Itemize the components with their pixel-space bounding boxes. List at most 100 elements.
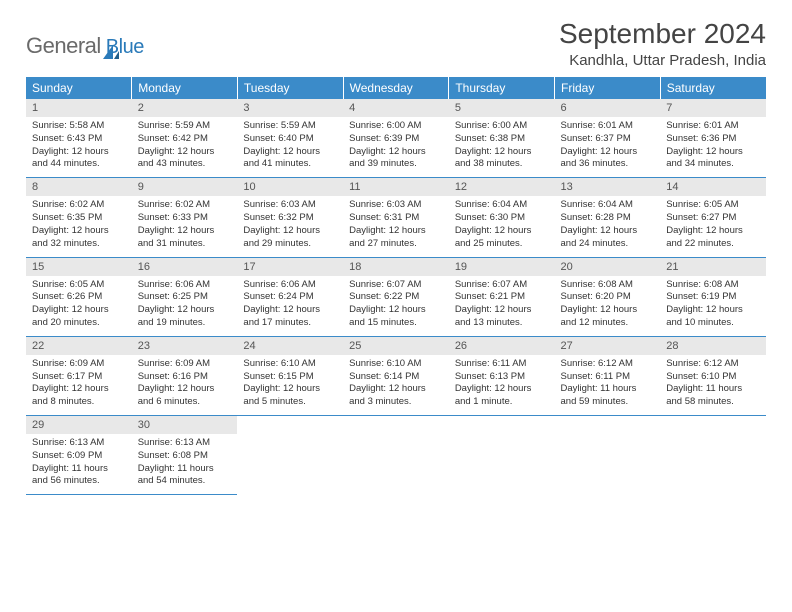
day-content: Sunrise: 6:04 AMSunset: 6:30 PMDaylight:… — [449, 196, 555, 256]
day-content: Sunrise: 6:01 AMSunset: 6:37 PMDaylight:… — [555, 117, 661, 177]
sunrise-line: Sunrise: 6:07 AM — [455, 279, 549, 292]
day-number: 3 — [237, 99, 343, 117]
day-number: 13 — [555, 178, 661, 196]
sunrise-line: Sunrise: 5:58 AM — [32, 120, 126, 133]
sunset-line: Sunset: 6:31 PM — [349, 212, 443, 225]
weekday-header: Friday — [555, 77, 661, 99]
day-number: 12 — [449, 178, 555, 196]
calendar-cell — [449, 416, 555, 495]
calendar-cell: 19Sunrise: 6:07 AMSunset: 6:21 PMDayligh… — [449, 257, 555, 336]
day-number: 19 — [449, 258, 555, 276]
calendar-row: 8Sunrise: 6:02 AMSunset: 6:35 PMDaylight… — [26, 178, 766, 257]
day-content: Sunrise: 5:59 AMSunset: 6:42 PMDaylight:… — [132, 117, 238, 177]
sunset-line: Sunset: 6:10 PM — [666, 371, 760, 384]
day-content: Sunrise: 6:09 AMSunset: 6:17 PMDaylight:… — [26, 355, 132, 415]
calendar-cell: 30 Sunrise: 6:13 AMSunset: 6:08 PMDayligh… — [132, 416, 238, 495]
calendar-cell: 5Sunrise: 6:00 AMSunset: 6:38 PMDaylight… — [449, 99, 555, 178]
day-content: Sunrise: 6:02 AMSunset: 6:33 PMDaylight:… — [132, 196, 238, 256]
calendar-cell: 29Sunrise: 6:13 AMSunset: 6:09 PMDayligh… — [26, 416, 132, 495]
daylight-line: Daylight: 12 hours and 19 minutes. — [138, 304, 232, 330]
day-number: 15 — [26, 258, 132, 276]
sunrise-line: Sunrise: 6:07 AM — [349, 279, 443, 292]
day-number: 2 — [132, 99, 238, 117]
calendar-cell: 14Sunrise: 6:05 AMSunset: 6:27 PMDayligh… — [660, 178, 766, 257]
sunrise-line: Sunrise: 6:02 AM — [138, 199, 232, 212]
calendar-cell: 21Sunrise: 6:08 AMSunset: 6:19 PMDayligh… — [660, 257, 766, 336]
sunset-line: Sunset: 6:19 PM — [666, 291, 760, 304]
day-number: 25 — [343, 337, 449, 355]
sunset-line: Sunset: 6:40 PM — [243, 133, 337, 146]
day-number: 8 — [26, 178, 132, 196]
sunset-line: Sunset: 6:20 PM — [561, 291, 655, 304]
daylight-line: Daylight: 12 hours and 38 minutes. — [455, 146, 549, 172]
day-content: Sunrise: 6:08 AMSunset: 6:19 PMDaylight:… — [660, 276, 766, 336]
daylight-line: Daylight: 12 hours and 20 minutes. — [32, 304, 126, 330]
calendar-cell — [237, 416, 343, 495]
day-content: Sunrise: 6:12 AMSunset: 6:10 PMDaylight:… — [660, 355, 766, 415]
day-number: 30 — [132, 416, 238, 434]
daylight-line: Daylight: 12 hours and 15 minutes. — [349, 304, 443, 330]
day-content: Sunrise: 6:02 AMSunset: 6:35 PMDaylight:… — [26, 196, 132, 256]
day-number: 7 — [660, 99, 766, 117]
sunrise-line: Sunrise: 6:13 AM — [32, 437, 126, 450]
header: General Blue September 2024 Kandhla, Utt… — [26, 18, 766, 69]
sunset-line: Sunset: 6:37 PM — [561, 133, 655, 146]
day-content: Sunrise: 6:00 AMSunset: 6:38 PMDaylight:… — [449, 117, 555, 177]
calendar-row: 15Sunrise: 6:05 AMSunset: 6:26 PMDayligh… — [26, 257, 766, 336]
sunset-line: Sunset: 6:28 PM — [561, 212, 655, 225]
daylight-line: Daylight: 12 hours and 27 minutes. — [349, 225, 443, 251]
sunset-line: Sunset: 6:38 PM — [455, 133, 549, 146]
day-content: Sunrise: 6:08 AMSunset: 6:20 PMDaylight:… — [555, 276, 661, 336]
sunrise-line: Sunrise: 6:12 AM — [666, 358, 760, 371]
calendar-cell: 28Sunrise: 6:12 AMSunset: 6:10 PMDayligh… — [660, 336, 766, 415]
calendar-cell: 26Sunrise: 6:11 AMSunset: 6:13 PMDayligh… — [449, 336, 555, 415]
day-number: 9 — [132, 178, 238, 196]
sunrise-line: Sunrise: 6:12 AM — [561, 358, 655, 371]
day-content: Sunrise: 6:01 AMSunset: 6:36 PMDaylight:… — [660, 117, 766, 177]
day-number: 16 — [132, 258, 238, 276]
sunset-line: Sunset: 6:27 PM — [666, 212, 760, 225]
daylight-line: Daylight: 11 hours and 54 minutes. — [138, 463, 232, 489]
calendar-cell: 18Sunrise: 6:07 AMSunset: 6:22 PMDayligh… — [343, 257, 449, 336]
sunrise-line: Sunrise: 6:13 AM — [138, 437, 232, 450]
logo-word1: General — [26, 33, 101, 59]
title-block: September 2024 Kandhla, Uttar Pradesh, I… — [559, 18, 766, 69]
calendar-table: Sunday Monday Tuesday Wednesday Thursday… — [26, 77, 766, 495]
day-content: Sunrise: 6:00 AMSunset: 6:39 PMDaylight:… — [343, 117, 449, 177]
calendar-cell: 24Sunrise: 6:10 AMSunset: 6:15 PMDayligh… — [237, 336, 343, 415]
sunset-line: Sunset: 6:32 PM — [243, 212, 337, 225]
daylight-line: Daylight: 12 hours and 6 minutes. — [138, 383, 232, 409]
sunset-line: Sunset: 6:15 PM — [243, 371, 337, 384]
weekday-header: Tuesday — [237, 77, 343, 99]
sunset-line: Sunset: 6:24 PM — [243, 291, 337, 304]
calendar-cell: 12Sunrise: 6:04 AMSunset: 6:30 PMDayligh… — [449, 178, 555, 257]
daylight-line: Daylight: 12 hours and 22 minutes. — [666, 225, 760, 251]
daylight-line: Daylight: 12 hours and 44 minutes. — [32, 146, 126, 172]
weekday-header: Thursday — [449, 77, 555, 99]
day-content: Sunrise: 6:07 AMSunset: 6:21 PMDaylight:… — [449, 276, 555, 336]
day-content: Sunrise: 6:05 AMSunset: 6:27 PMDaylight:… — [660, 196, 766, 256]
day-number: 22 — [26, 337, 132, 355]
day-content: Sunrise: 6:10 AMSunset: 6:15 PMDaylight:… — [237, 355, 343, 415]
day-content: Sunrise: 6:05 AMSunset: 6:26 PMDaylight:… — [26, 276, 132, 336]
sunrise-line: Sunrise: 6:05 AM — [666, 199, 760, 212]
calendar-cell: 2Sunrise: 5:59 AMSunset: 6:42 PMDaylight… — [132, 99, 238, 178]
calendar-cell: 11Sunrise: 6:03 AMSunset: 6:31 PMDayligh… — [343, 178, 449, 257]
daylight-line: Daylight: 12 hours and 25 minutes. — [455, 225, 549, 251]
weekday-header: Saturday — [660, 77, 766, 99]
calendar-row: 22Sunrise: 6:09 AMSunset: 6:17 PMDayligh… — [26, 336, 766, 415]
sunrise-line: Sunrise: 6:02 AM — [32, 199, 126, 212]
sunset-line: Sunset: 6:17 PM — [32, 371, 126, 384]
weekday-header-row: Sunday Monday Tuesday Wednesday Thursday… — [26, 77, 766, 99]
calendar-cell: 3Sunrise: 5:59 AMSunset: 6:40 PMDaylight… — [237, 99, 343, 178]
sunrise-line: Sunrise: 6:09 AM — [32, 358, 126, 371]
calendar-cell: 8Sunrise: 6:02 AMSunset: 6:35 PMDaylight… — [26, 178, 132, 257]
sunset-line: Sunset: 6:21 PM — [455, 291, 549, 304]
daylight-line: Daylight: 11 hours and 56 minutes. — [32, 463, 126, 489]
sunrise-line: Sunrise: 6:06 AM — [243, 279, 337, 292]
logo: General Blue — [26, 18, 144, 59]
day-number: 24 — [237, 337, 343, 355]
sunset-line: Sunset: 6:08 PM — [138, 450, 232, 463]
day-number: 29 — [26, 416, 132, 434]
sunset-line: Sunset: 6:36 PM — [666, 133, 760, 146]
